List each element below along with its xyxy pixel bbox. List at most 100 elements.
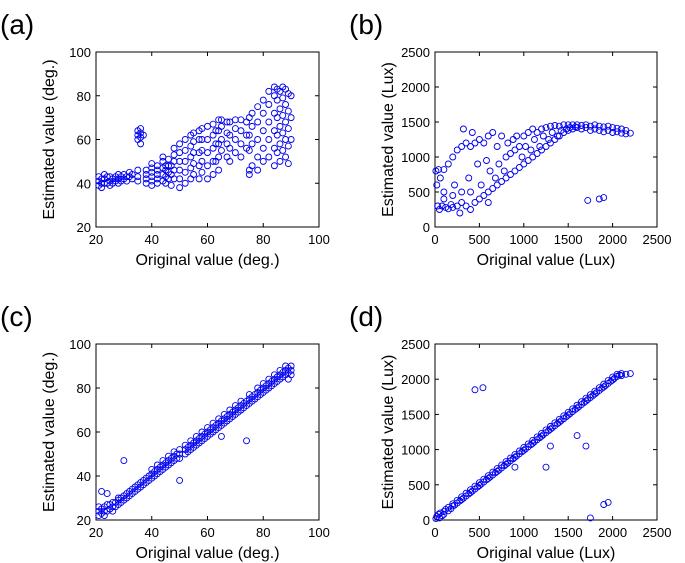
scatter-point: [195, 175, 203, 183]
y-axis-label: Estimated value (Lux): [380, 355, 397, 510]
scatter-point: [484, 132, 492, 140]
scatter-point: [475, 136, 483, 143]
scatter-point: [435, 166, 443, 174]
scatter-point: [475, 479, 483, 487]
x-tick-label: 0: [431, 232, 438, 247]
scatter-point: [546, 139, 554, 147]
scatter-point: [212, 127, 220, 135]
scatter-point: [467, 188, 474, 196]
scatter-point: [245, 131, 253, 139]
scatter-point: [223, 118, 231, 126]
y-tick-label: 1000: [401, 443, 430, 458]
scatter-point: [502, 153, 510, 161]
scatter-point: [600, 380, 608, 388]
scatter-point: [502, 174, 510, 182]
scatter-point: [284, 142, 292, 150]
scatter-point: [198, 157, 206, 165]
scatter-point: [231, 149, 239, 157]
scatter-point: [578, 122, 585, 129]
scatter-point: [287, 136, 295, 143]
scatter-point: [507, 454, 514, 462]
scatter-point: [137, 140, 145, 148]
scatter-point: [618, 372, 625, 380]
scatter-point: [533, 433, 541, 441]
panel-label: (c): [0, 301, 33, 332]
y-tick-label: 100: [69, 45, 91, 60]
scatter-point: [555, 418, 563, 426]
scatter-point: [493, 465, 501, 473]
scatter-point: [502, 460, 510, 468]
scatter-point: [259, 96, 267, 104]
x-tick-label: 80: [256, 232, 270, 247]
y-tick-label: 1500: [401, 115, 430, 130]
scatter-point: [433, 181, 441, 189]
scatter-point: [181, 179, 189, 187]
scatter-point: [613, 370, 621, 378]
scatter-point: [626, 370, 634, 378]
scatter-point: [284, 160, 292, 168]
scatter-point: [491, 174, 499, 182]
scatter-point: [527, 146, 535, 154]
scatter-point: [600, 128, 608, 136]
scatter-point: [265, 118, 273, 126]
scatter-point: [520, 160, 528, 168]
scatter-point: [493, 181, 501, 189]
scatter-point: [511, 167, 519, 175]
scatter-point: [493, 143, 501, 150]
y-tick-label: 2000: [401, 80, 430, 95]
scatter-point: [513, 132, 521, 140]
scatter-point: [548, 129, 556, 136]
scatter-point: [498, 178, 506, 185]
scatter-point: [477, 181, 485, 189]
scatter-point: [573, 401, 581, 409]
scatter-point: [533, 129, 541, 136]
scatter-point: [279, 94, 287, 102]
scatter-point: [546, 422, 554, 430]
scatter-point: [181, 146, 189, 154]
scatter-point: [276, 105, 284, 113]
y-tick-label: 20: [77, 220, 91, 235]
scatter-point: [204, 175, 211, 183]
scatter-point: [254, 118, 262, 126]
scatter-point: [502, 458, 510, 466]
scatter-point: [591, 387, 599, 395]
scatter-point: [595, 122, 603, 130]
scatter-point: [287, 371, 295, 379]
scatter-point: [591, 121, 599, 129]
scatter-point: [270, 162, 278, 170]
scatter-point: [226, 144, 234, 152]
scatter-point: [120, 457, 128, 465]
scatter-point: [591, 390, 599, 398]
scatter-point: [507, 150, 514, 157]
scatter-point: [259, 144, 267, 152]
scatter-point: [586, 514, 594, 522]
scatter-point: [622, 370, 630, 378]
y-tick-label: 2500: [401, 337, 430, 352]
scatter-point: [453, 146, 461, 154]
scatter-point: [582, 394, 590, 402]
x-tick-label: 1000: [509, 232, 538, 247]
scatter-point: [475, 482, 483, 489]
scatter-point: [600, 194, 608, 202]
panel-label: (a): [0, 9, 34, 40]
scatter-point: [204, 149, 211, 157]
x-tick-label: 100: [308, 232, 330, 247]
scatter-point: [573, 124, 581, 132]
scatter-point: [483, 157, 490, 164]
scatter-point: [484, 188, 492, 196]
scatter-point: [444, 160, 452, 168]
scatter-point: [564, 408, 572, 416]
scatter-point: [276, 157, 284, 165]
panel-d: (d) 0 500 1000 1500 2000 2500 0 500 1000 1500 2000 2…: [349, 301, 671, 562]
scatter-point: [471, 139, 479, 147]
scatter-point: [511, 463, 519, 471]
scatter-point: [462, 202, 470, 210]
scatter-point: [453, 202, 461, 210]
scatter-point: [573, 432, 581, 439]
scatter-point: [245, 171, 253, 178]
scatter-point: [245, 146, 253, 154]
scatter-point: [539, 132, 547, 140]
scatter-point: [176, 476, 184, 484]
scatter-point: [551, 419, 559, 427]
